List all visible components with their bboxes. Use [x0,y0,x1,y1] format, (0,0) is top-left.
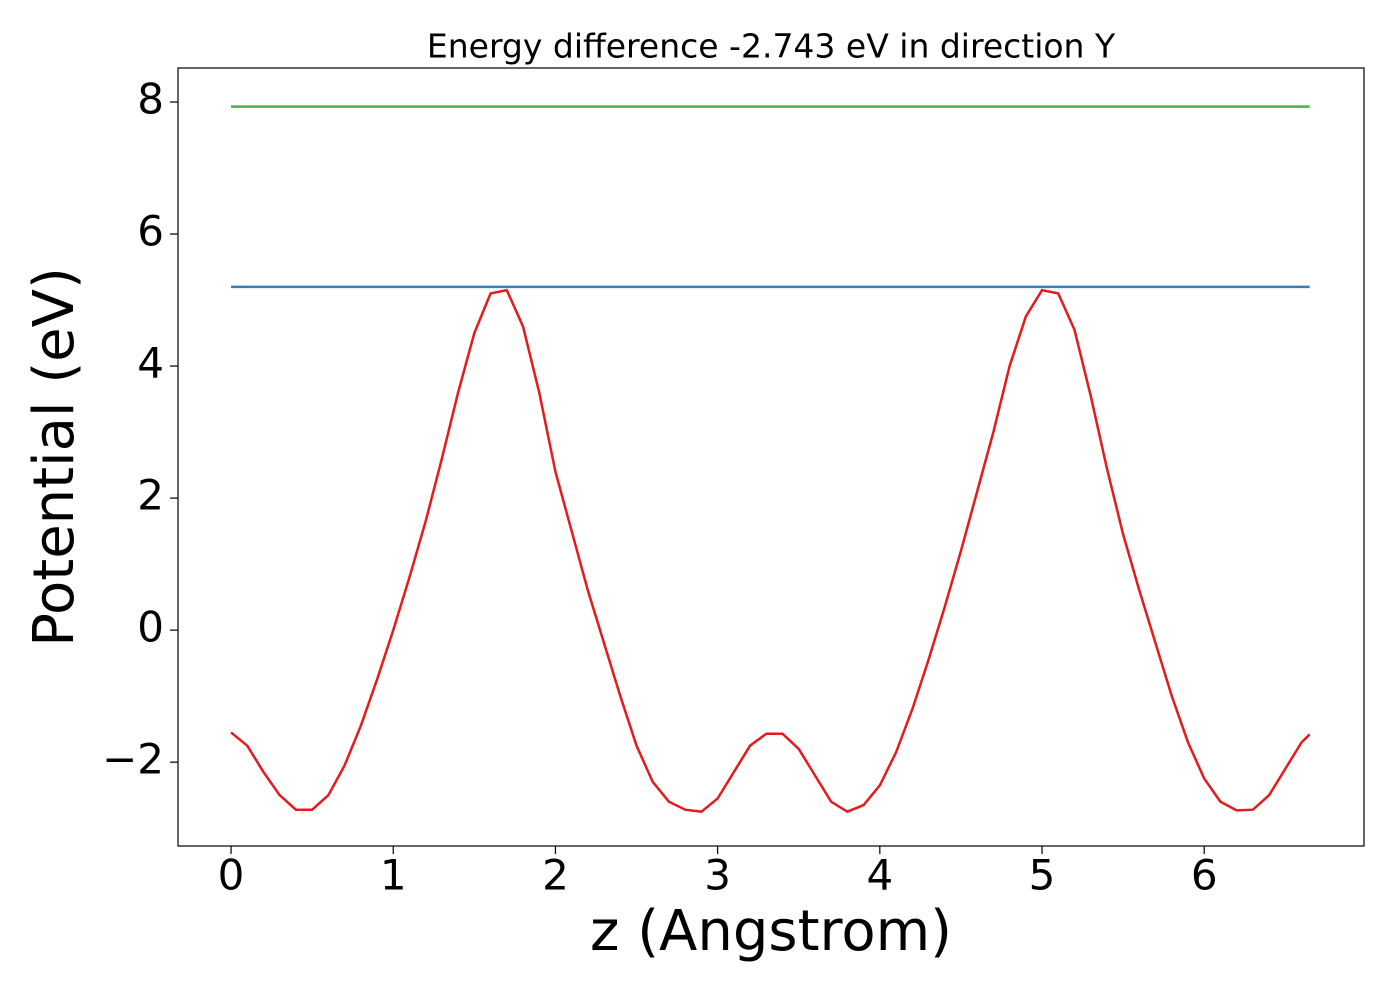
x-tick-label: 2 [542,851,569,900]
y-tick-label: −2 [102,735,164,784]
x-tick-label: 3 [704,851,731,900]
y-axis-label: Potential (eV) [22,267,87,647]
y-tick-label: 2 [137,471,164,520]
x-tick-label: 0 [218,851,245,900]
line-series [230,288,1311,814]
chart-title: Energy difference -2.743 eV in direction… [427,27,1116,66]
x-tick-label: 4 [866,851,893,900]
plot-frame [177,67,1365,847]
y-tick-label: 6 [137,207,164,256]
y-tick-label: 0 [137,603,164,652]
y-tick-label: 4 [137,339,164,388]
x-tick-label: 5 [1029,851,1056,900]
y-tick-label: 8 [137,74,164,123]
x-axis-label: z (Angstrom) [590,899,952,964]
x-tick-label: 6 [1191,851,1218,900]
x-tick-label: 1 [380,851,407,900]
